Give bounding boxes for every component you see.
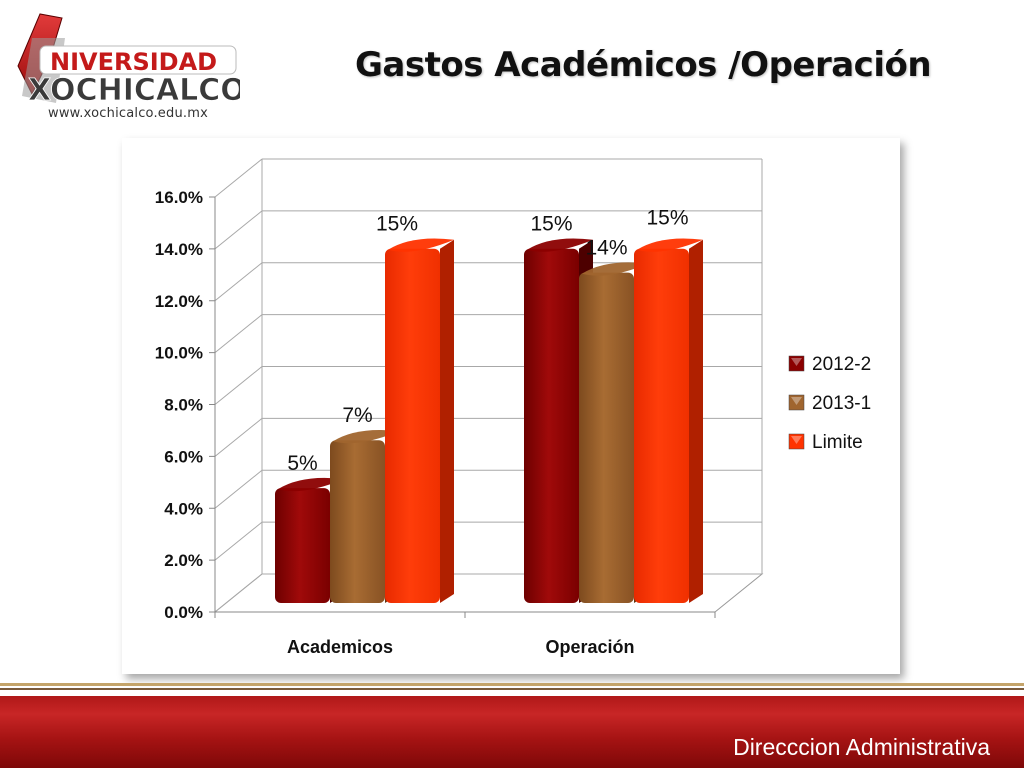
legend-label: 2012-2 <box>812 354 871 375</box>
bar-top <box>333 429 399 444</box>
data-label: 14% <box>585 237 627 260</box>
bar-top <box>527 238 593 252</box>
gridline-side <box>214 521 263 561</box>
footer-divider-brown <box>0 688 1024 690</box>
chart-panel <box>122 138 900 674</box>
x-category-label: Operación <box>545 637 634 657</box>
legend-swatch-shine <box>791 397 802 405</box>
y-tick-label: 2.0% <box>164 551 203 570</box>
x-category-label: Academicos <box>287 637 393 657</box>
gridline-side <box>214 158 263 198</box>
y-tick-label: 12.0% <box>155 292 203 311</box>
legend-swatch <box>788 355 805 372</box>
footer-divider-gold <box>0 683 1024 686</box>
legend-swatch <box>788 433 805 450</box>
bar-front <box>634 248 689 603</box>
bar-side <box>440 239 454 603</box>
bar-front <box>385 248 440 603</box>
bar-top <box>637 238 703 252</box>
bar-front <box>579 272 634 603</box>
bar-top <box>582 262 648 276</box>
gridline-side <box>214 469 263 509</box>
y-tick-label: 8.0% <box>164 396 203 415</box>
legend-label: 2013-1 <box>812 393 871 414</box>
y-tick-label: 10.0% <box>155 344 203 363</box>
y-tick-label: 16.0% <box>155 188 203 207</box>
logo-graphic: NIVERSIDAD XOCHICALCO <box>17 13 246 108</box>
data-label: 15% <box>646 207 688 230</box>
y-tick-label: 0.0% <box>164 603 203 622</box>
label-layer: 5% 15% 7% 14% 15% 15% <box>287 207 688 475</box>
legend-swatch <box>788 394 805 411</box>
data-label: 15% <box>376 213 418 236</box>
bar-side <box>689 239 703 603</box>
bar-front <box>275 488 330 603</box>
gridline-side <box>214 262 263 302</box>
bar-top <box>388 238 454 252</box>
gridline-side <box>214 210 263 250</box>
gridline-side <box>214 366 263 405</box>
legend-swatch-shine <box>791 358 802 366</box>
gridline-side <box>214 573 263 613</box>
logo-url: www.xochicalco.edu.mx <box>48 106 208 121</box>
footer-bar <box>0 696 1024 768</box>
bar-front <box>330 440 385 603</box>
axis-layer: 0.0% 2.0% 4.0% 6.0% 8.0% 10.0% 12.0% 14.0% 16.0%… <box>155 188 716 657</box>
gridline-side <box>214 417 263 457</box>
university-logo: NIVERSIDAD XOCHICALCO <box>10 8 246 123</box>
logo-text-line1: NIVERSIDAD <box>50 48 217 76</box>
data-label: 7% <box>342 404 372 427</box>
legend-label: Limite <box>812 432 863 453</box>
legend: 2012-2 2013-1 Limite <box>788 354 871 453</box>
bar <box>385 238 454 603</box>
y-tick-label: 6.0% <box>164 447 203 466</box>
slide-title: Gastos Académicos /Operación <box>355 45 932 85</box>
footer-text: Direcccion Administrativa <box>733 734 990 760</box>
gridline-side <box>214 314 263 354</box>
bar-layer <box>275 238 703 603</box>
bar <box>634 238 703 603</box>
data-label: 5% <box>287 452 317 475</box>
bar-top <box>278 477 344 492</box>
legend-swatch-shine <box>791 436 802 444</box>
y-tick-label: 14.0% <box>155 240 203 259</box>
bar-front <box>524 248 579 603</box>
y-tick-label: 4.0% <box>164 499 203 518</box>
logo-text-line2: XOCHICALCO <box>28 73 240 108</box>
data-label: 15% <box>530 213 572 236</box>
